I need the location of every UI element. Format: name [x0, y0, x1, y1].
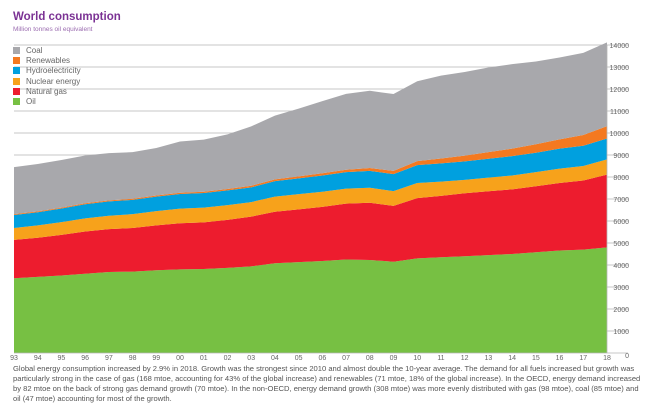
area-oil	[14, 247, 607, 353]
legend-item-gas: Natural gas	[13, 86, 81, 96]
hydro-swatch	[13, 67, 20, 75]
y-tick-label: 6000	[613, 219, 629, 226]
area-natural-gas	[14, 174, 607, 279]
coal-swatch	[13, 46, 20, 54]
area-renewables	[14, 126, 607, 216]
y-tick-label: 5000	[613, 241, 629, 248]
y-tick-label: 0	[625, 353, 629, 360]
y-tick-label: 1000	[613, 329, 629, 336]
x-tick-label: 93	[10, 355, 18, 362]
x-tick-label: 16	[556, 355, 564, 362]
area-coal	[14, 42, 607, 215]
renewables-swatch	[13, 56, 20, 64]
x-tick-label: 97	[105, 355, 113, 362]
x-tick-label: 00	[176, 355, 184, 362]
x-tick-label: 09	[390, 355, 398, 362]
legend-item-hydro: Hydroelectricity	[13, 66, 81, 76]
caption-text: Global energy consumption increased by 2…	[13, 364, 641, 403]
chart-title: World consumption	[13, 11, 121, 23]
legend-item-coal: Coal	[13, 45, 81, 55]
y-tick-label: 9000	[613, 153, 629, 160]
x-tick-label: 95	[58, 355, 66, 362]
legend-label: Natural gas	[26, 86, 67, 96]
oil-swatch	[13, 98, 20, 106]
y-tick-label: 7000	[613, 197, 629, 204]
legend-item-nuclear: Nuclear energy	[13, 76, 81, 86]
x-tick-label: 10	[413, 355, 421, 362]
y-tick-label: 2000	[613, 307, 629, 314]
x-tick-label: 07	[342, 355, 350, 362]
legend: Coal Renewables Hydroelectricity Nuclear…	[13, 45, 81, 107]
x-tick-label: 13	[485, 355, 493, 362]
legend-label: Renewables	[26, 55, 71, 65]
area-hydroelectricity	[14, 138, 607, 229]
y-tick-label: 13000	[610, 65, 630, 72]
x-tick-label: 08	[366, 355, 374, 362]
nuclear-swatch	[13, 77, 20, 85]
y-tick-label: 14000	[610, 43, 630, 50]
area-nuclear-energy	[14, 159, 607, 240]
x-tick-label: 99	[152, 355, 160, 362]
x-tick-label: 02	[224, 355, 232, 362]
legend-label: Coal	[26, 45, 43, 55]
gas-swatch	[13, 87, 20, 95]
y-tick-label: 11000	[610, 109, 629, 116]
y-tick-label: 12000	[610, 87, 630, 94]
legend-item-oil: Oil	[13, 96, 81, 106]
x-tick-label: 05	[295, 355, 303, 362]
y-tick-label: 3000	[613, 285, 629, 292]
x-tick-label: 01	[200, 355, 208, 362]
y-tick-label: 10000	[610, 131, 630, 138]
x-tick-label: 17	[579, 355, 587, 362]
legend-label: Hydroelectricity	[26, 66, 81, 76]
y-tick-label: 8000	[613, 175, 629, 182]
x-tick-label: 98	[129, 355, 137, 362]
x-tick-label: 96	[81, 355, 89, 362]
x-tick-label: 04	[271, 355, 279, 362]
legend-label: Nuclear energy	[26, 76, 81, 86]
x-tick-label: 15	[532, 355, 540, 362]
stacked-area-chart: 0100020003000400050006000700080009000100…	[10, 42, 630, 362]
legend-label: Oil	[26, 97, 36, 107]
x-tick-label: 11	[437, 355, 444, 362]
x-tick-label: 14	[508, 355, 516, 362]
x-tick-label: 03	[247, 355, 255, 362]
x-tick-label: 12	[461, 355, 469, 362]
legend-item-renewables: Renewables	[13, 55, 81, 65]
x-tick-label: 18	[603, 355, 611, 362]
x-tick-label: 06	[318, 355, 326, 362]
chart-subtitle: Million tonnes oil equivalent	[13, 26, 93, 33]
x-tick-label: 94	[34, 355, 42, 362]
y-tick-label: 4000	[613, 263, 629, 270]
